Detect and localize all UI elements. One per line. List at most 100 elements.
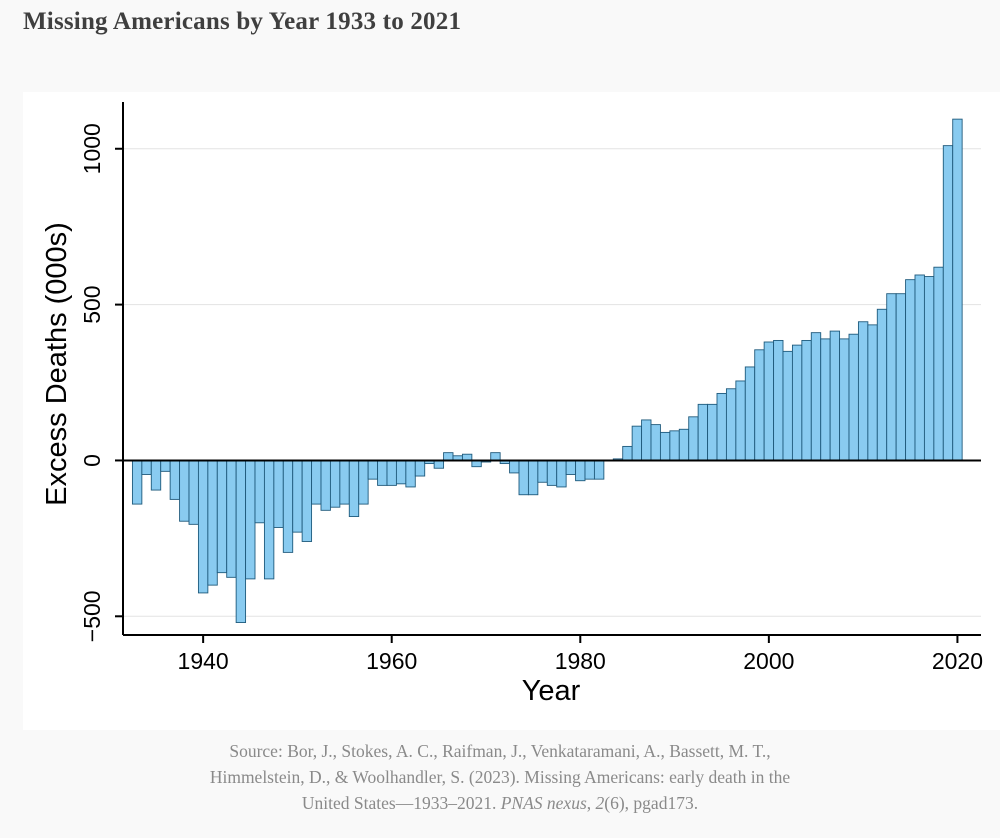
bar-1937 xyxy=(169,460,181,500)
bar-1946 xyxy=(254,460,265,524)
y-tick-label: −500 xyxy=(79,590,105,642)
bar-1949 xyxy=(282,460,294,553)
bar-2017 xyxy=(923,276,935,461)
bar-1960 xyxy=(386,460,397,486)
bar-1999 xyxy=(754,349,765,461)
bar-1996 xyxy=(725,388,737,461)
bar-1986 xyxy=(631,425,643,461)
bar-2002 xyxy=(782,350,793,461)
bar-1943 xyxy=(226,460,237,578)
bar-1978 xyxy=(556,460,567,488)
bar-chart: −500 0 500 1000 1940 1960 1980 2000 2020 Excess… xyxy=(41,102,983,707)
y-axis-title: Excess Deaths (000s) xyxy=(41,222,73,506)
bar-1994 xyxy=(707,403,718,461)
bar-2005 xyxy=(810,332,822,461)
axes xyxy=(122,102,981,636)
source-journal: PNAS nexus xyxy=(500,793,587,813)
bar-1980 xyxy=(575,460,586,482)
bar-1938 xyxy=(179,460,190,522)
bar-1965 xyxy=(433,460,445,469)
bar-1942 xyxy=(216,460,228,574)
bar-1990 xyxy=(669,430,680,461)
bar-1989 xyxy=(659,431,671,461)
bar-2003 xyxy=(791,344,803,461)
x-tick-label: 1940 xyxy=(178,648,229,674)
bar-2016 xyxy=(914,274,925,461)
bar-1992 xyxy=(688,416,699,461)
bar-1979 xyxy=(565,460,577,475)
bar-1982 xyxy=(593,460,605,480)
y-tick-label: 0 xyxy=(79,454,105,467)
bar-1939 xyxy=(188,460,199,525)
bar-1944 xyxy=(235,460,247,623)
bar-1981 xyxy=(584,460,595,480)
x-tick-label: 1980 xyxy=(555,648,606,674)
chart-panel: −500 0 500 1000 1940 1960 1980 2000 2020 Excess… xyxy=(23,92,1000,730)
bar-2010 xyxy=(857,321,869,461)
source-line-2: Himmelstein, D., & Woolhandler, S. (2023… xyxy=(209,767,791,787)
bar-1966 xyxy=(443,452,454,461)
bar-1940 xyxy=(197,460,209,594)
bar-2009 xyxy=(848,333,859,461)
bar-1988 xyxy=(650,424,661,461)
bar-1933 xyxy=(131,460,143,505)
y-tick-label: 1000 xyxy=(79,123,105,174)
source-citation: Source: Bor, J., Stokes, A. C., Raifman,… xyxy=(0,738,1000,816)
bar-1951 xyxy=(301,460,313,542)
bar-1998 xyxy=(744,366,756,461)
bar-1934 xyxy=(141,460,152,475)
x-axis-title: Year xyxy=(522,675,581,707)
gridlines xyxy=(123,148,981,617)
bar-1956 xyxy=(348,460,360,518)
x-tick-label: 2000 xyxy=(743,648,794,674)
bar-2012 xyxy=(876,308,888,461)
bar-2015 xyxy=(905,279,916,461)
y-ticks: −500 0 500 1000 xyxy=(79,123,123,642)
bar-1963 xyxy=(414,460,426,477)
bar-1959 xyxy=(377,460,388,486)
source-line-3-post: (6), pgad173. xyxy=(604,793,699,813)
bar-1973 xyxy=(509,460,520,474)
bar-1950 xyxy=(292,460,303,533)
source-volume: 2 xyxy=(595,793,605,813)
bar-1953 xyxy=(320,460,331,511)
bar-1987 xyxy=(641,419,652,461)
bar-2006 xyxy=(820,338,831,461)
bar-1948 xyxy=(273,460,284,528)
bar-1997 xyxy=(735,380,746,461)
x-tick-label: 2020 xyxy=(932,648,983,674)
bar-1985 xyxy=(622,445,633,461)
bars xyxy=(131,118,963,623)
bar-1952 xyxy=(311,460,322,505)
bar-1941 xyxy=(207,460,218,586)
bar-1955 xyxy=(339,460,350,505)
bar-2007 xyxy=(829,330,841,461)
bar-1935 xyxy=(150,460,162,491)
bar-1957 xyxy=(358,460,369,505)
bar-2011 xyxy=(867,324,878,461)
bar-2001 xyxy=(773,339,784,461)
bar-1958 xyxy=(367,460,379,480)
source-line-1: Source: Bor, J., Stokes, A. C., Raifman,… xyxy=(229,741,771,761)
bar-2004 xyxy=(801,339,812,461)
bar-1974 xyxy=(518,460,529,496)
bar-1977 xyxy=(546,460,558,486)
bar-1961 xyxy=(395,460,407,485)
bar-2000 xyxy=(763,341,775,461)
x-ticks: 1940 1960 1980 2000 2020 xyxy=(178,635,983,674)
source-line-3: United States—1933–2021. PNAS nexus, 2(6… xyxy=(301,793,699,813)
bar-1976 xyxy=(537,460,548,483)
x-tick-label: 1960 xyxy=(366,648,417,674)
bar-2018 xyxy=(933,266,944,461)
page-title: Missing Americans by Year 1933 to 2021 xyxy=(23,8,462,35)
y-tick-label: 500 xyxy=(79,285,105,323)
bar-1954 xyxy=(329,460,341,508)
bar-1975 xyxy=(527,460,539,496)
bar-1945 xyxy=(245,460,256,580)
bar-1962 xyxy=(405,460,416,488)
bar-1971 xyxy=(490,452,501,461)
bar-1995 xyxy=(716,392,727,461)
bar-1993 xyxy=(697,403,709,461)
bar-2008 xyxy=(839,338,850,461)
source-line-3-pre: United States—1933–2021. xyxy=(301,793,497,813)
